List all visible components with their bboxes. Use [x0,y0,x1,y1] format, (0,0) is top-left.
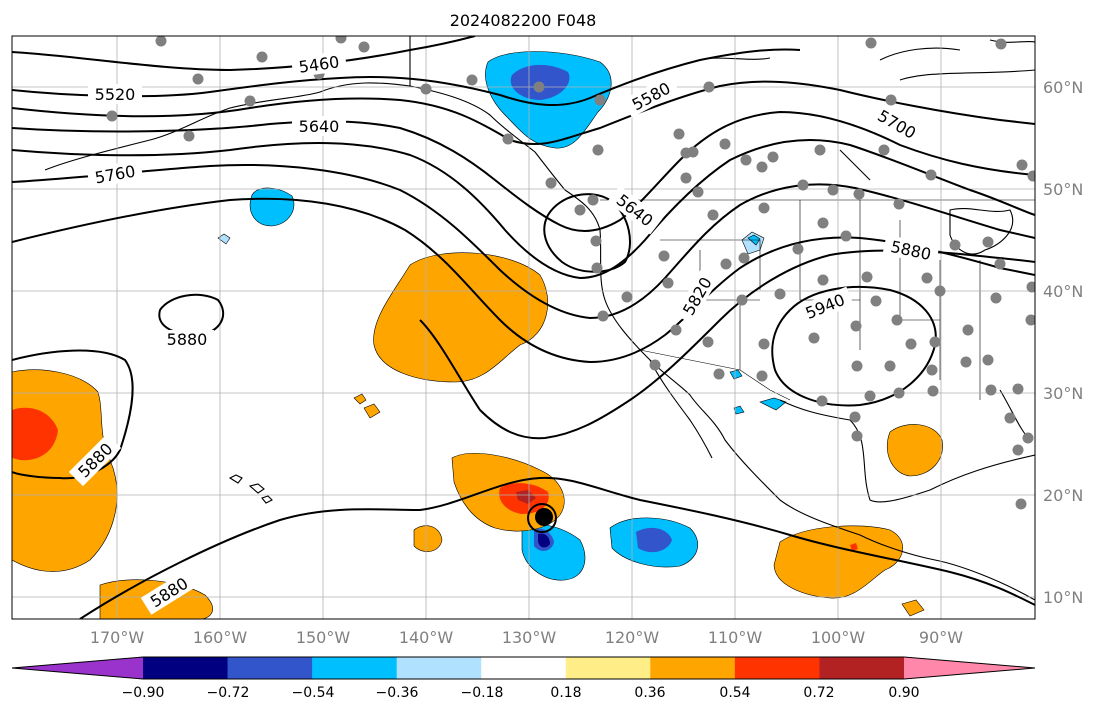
positive-anomaly-gulf-mexico [886,424,943,477]
colorbar-tick-label: 0.18 [550,685,581,701]
contour-5880-main [12,349,134,480]
colorbar-segment [650,657,736,679]
y-tick-label: 20°N [1043,486,1083,505]
colorbar-segment [565,657,651,679]
contour-5700 [12,139,1035,280]
x-axis-labels: 170°W 160°W 150°W 140°W 130°W 120°W 110°… [90,628,963,647]
contour-5460 [12,36,476,72]
contour-label: 5640 [299,117,340,136]
contour-5880-south [79,476,1035,619]
x-tick-label: 100°W [811,628,866,647]
height-contours [12,36,1035,619]
positive-anomaly-central-pacific [373,252,548,383]
hurricane-symbol-icon [535,508,553,526]
colorbar-outline [11,656,1036,680]
hawaii-3 [261,495,273,504]
contour-label: 5520 [95,85,136,104]
colorbar-segment [396,657,482,679]
x-tick-label: 90°W [919,628,963,647]
map-area: 5460 5520 5580 5640 5700 5760 5640 5880 … [12,36,1035,619]
y-tick-label: 50°N [1043,180,1083,199]
colorbar-extend-high [904,657,1035,679]
x-tick-label: 110°W [708,628,763,647]
west-coast [564,189,1035,601]
y-tick-label: 40°N [1043,282,1083,301]
storm-position-ring [527,503,557,533]
hudson [899,69,1035,81]
contour-5880-pacific [158,293,225,337]
x-tick-label: 140°W [399,628,454,647]
colorbar-tick-label: 0.54 [719,685,750,701]
colorbar-tick-label: −0.72 [207,685,250,701]
colorbar-tick-label: 0.72 [803,685,834,701]
contour-5580 [12,80,1035,146]
colorbar-extend-low [12,657,143,679]
colorbar-tick-label: 0.36 [634,685,665,701]
figure-title: 2024082200 F048 [450,11,597,30]
contour-label: 5880 [167,330,208,349]
colorbar-tick-label: 0.90 [888,685,919,701]
colorbar-segment [734,657,820,679]
x-tick-label: 160°W [193,628,248,647]
x-tick-label: 150°W [296,628,351,647]
contour-5640-west [543,193,631,273]
colorbar-segment [819,657,905,679]
colorbar-segment [312,657,398,679]
hawaii-2 [248,483,265,494]
hawaii-1 [228,474,243,484]
colorbar-segment [227,657,313,679]
x-tick-label: 120°W [605,628,660,647]
colorbar-tick-label: −0.54 [292,685,335,701]
station-markers [106,36,1035,510]
x-tick-label: 170°W [90,628,145,647]
colorbar-segment [481,657,567,679]
alaska-coast [44,82,566,191]
map-frame [11,35,1036,620]
contour-5820 [12,197,1035,364]
colorbar-tick-label: −0.36 [376,685,419,701]
x-tick-label: 130°W [502,628,557,647]
y-tick-label: 10°N [1043,588,1083,607]
contour-5640 [12,110,1035,232]
colorbar-tick-label: −0.18 [461,685,504,701]
great-lakes [949,208,1013,255]
contour-5940 [771,285,937,407]
y-axis-labels: 60°N 50°N 40°N 30°N 20°N 10°N [1043,78,1083,607]
colorbar-tick-labels: −0.90 −0.72 −0.54 −0.36 −0.18 0.18 0.36 … [122,685,920,701]
negative-anomaly-gulf [249,187,295,227]
contour-5520 [12,48,801,107]
islands-1 [839,149,871,181]
colorbar-tick-label: −0.90 [122,685,165,701]
gulf-coast [779,399,1035,503]
colorbar-segment [143,657,229,679]
y-tick-label: 30°N [1043,384,1083,403]
colorbar [11,656,1036,680]
y-tick-label: 60°N [1043,78,1083,97]
